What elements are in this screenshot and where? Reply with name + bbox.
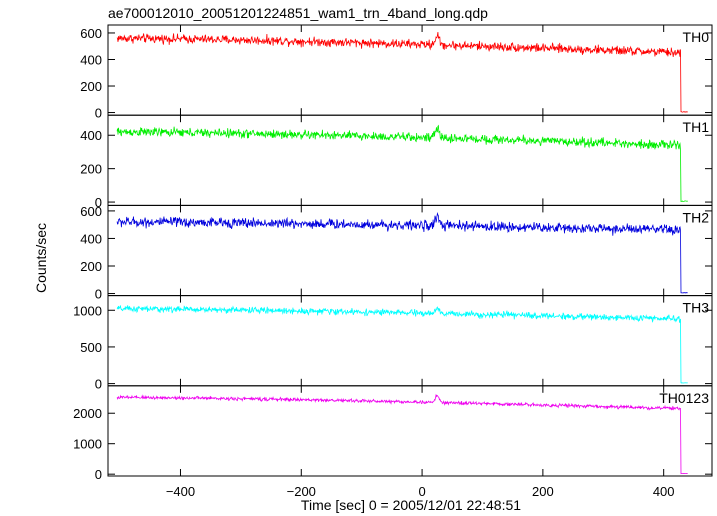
- panel-frame: [107, 114, 713, 206]
- panel-th2: 0 200 400 600 TH2: [80, 204, 713, 302]
- panel-th1: 0 200 400 TH1: [80, 114, 713, 210]
- series-line-th0: [116, 31, 688, 113]
- y-tick-label: 500: [80, 340, 102, 355]
- series-line-th3: [116, 305, 688, 384]
- series-label: TH0: [683, 29, 710, 45]
- y-tick-label: 0: [95, 195, 102, 210]
- panels-group: 0 200 400 600 TH0 0 200 400 TH1 0 200 400 600 TH2 0 500…: [73, 24, 713, 499]
- panel-frame: [107, 204, 713, 297]
- x-tick-label: 0: [418, 484, 425, 499]
- series-label: TH0123: [659, 390, 709, 406]
- y-tick-label: 200: [80, 79, 102, 94]
- panel-th0123: 0 1000 2000 TH0123: [73, 385, 713, 482]
- y-tick-label: 600: [80, 204, 102, 219]
- y-tick-label: 600: [80, 26, 102, 41]
- x-tick-label: 400: [653, 484, 675, 499]
- series-label: TH3: [683, 300, 710, 316]
- y-tick-label: 400: [80, 128, 102, 143]
- y-tick-label: 1000: [73, 303, 102, 318]
- series-label: TH2: [683, 209, 710, 225]
- y-tick-label: 400: [80, 231, 102, 246]
- y-axis-label: Counts/sec: [33, 223, 49, 293]
- y-tick-label: 400: [80, 52, 102, 67]
- y-tick-label: 1000: [73, 437, 102, 452]
- panel-th3: 0 500 1000 TH3: [73, 295, 713, 392]
- y-tick-label: 0: [95, 377, 102, 392]
- y-tick-label: 0: [95, 467, 102, 482]
- x-tick-label: −400: [166, 484, 195, 499]
- x-tick-label: 200: [532, 484, 554, 499]
- y-tick-label: 0: [95, 287, 102, 302]
- panel-th0: 0 200 400 600 TH0: [80, 24, 713, 121]
- y-tick-label: 2000: [73, 406, 102, 421]
- series-line-th1: [116, 124, 688, 203]
- y-tick-label: 200: [80, 259, 102, 274]
- y-tick-label: 200: [80, 162, 102, 177]
- chart-title: ae700012010_20051201224851_wam1_trn_4ban…: [108, 5, 488, 21]
- x-tick-label: −200: [287, 484, 316, 499]
- series-line-th2: [116, 211, 688, 294]
- panel-frame: [107, 385, 713, 477]
- y-tick-label: 0: [95, 106, 102, 121]
- series-label: TH1: [683, 119, 710, 135]
- series-line-th0123: [116, 393, 688, 475]
- x-axis-label: Time [sec] 0 = 2005/12/01 22:48:51: [301, 497, 521, 513]
